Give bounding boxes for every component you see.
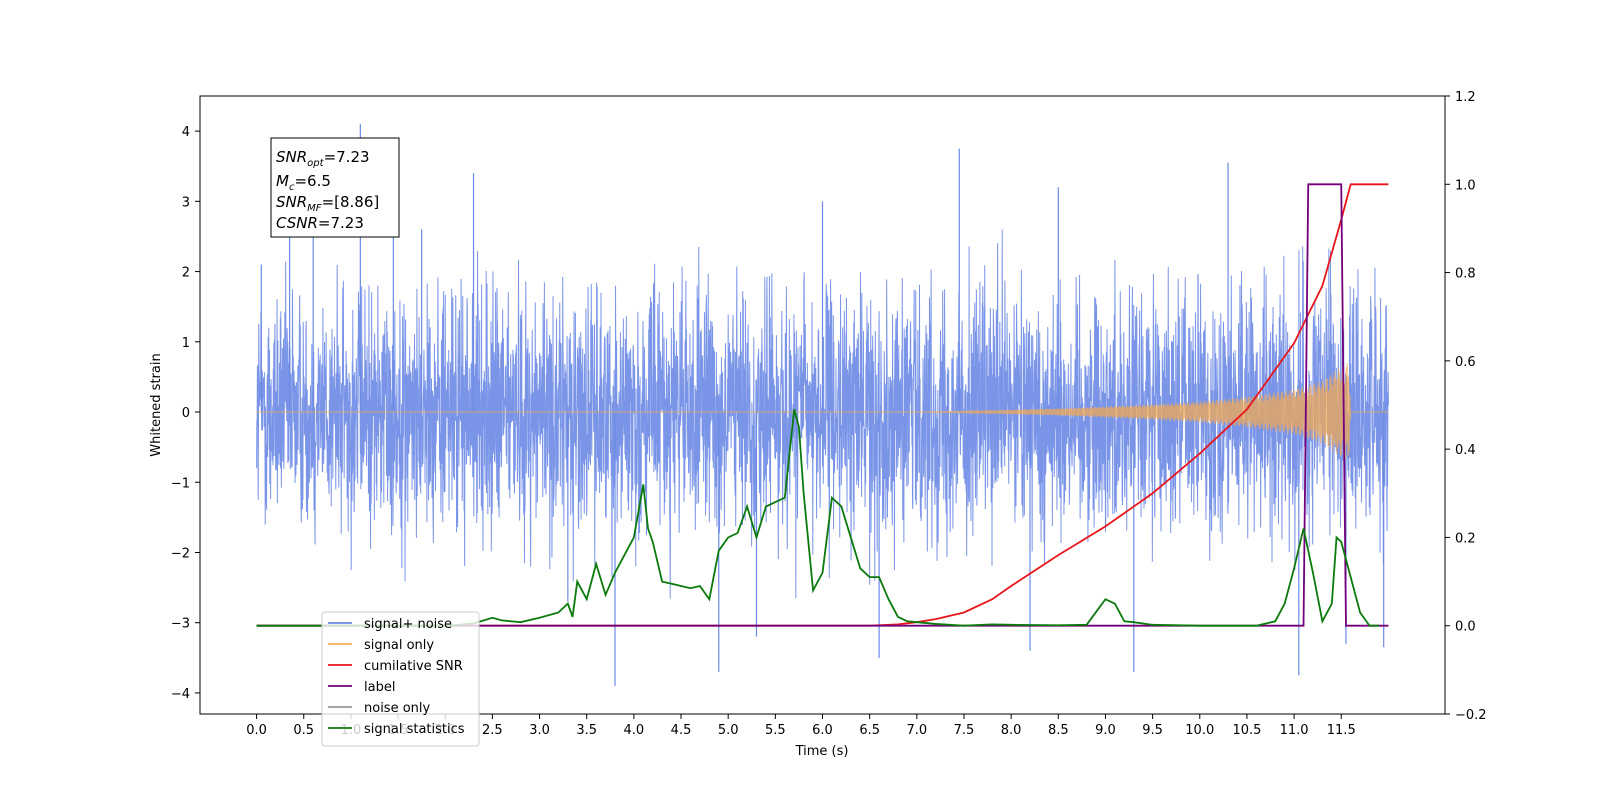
x-tick-label: 11.5	[1327, 723, 1356, 738]
x-tick-label: 4.0	[624, 723, 645, 738]
annotation-snr-opt: SNRopt=7.23	[276, 148, 370, 169]
legend-label-signal-statistics: signal statistics	[364, 722, 465, 737]
x-axis-label: Time (s)	[795, 744, 849, 759]
legend-box	[321, 611, 480, 747]
annotation-box	[270, 137, 400, 238]
y-tick-label-right: 1.2	[1455, 90, 1476, 105]
x-tick-label: 9.5	[1142, 723, 1163, 738]
legend-label-cumilative-snr: cumilative SNR	[364, 659, 463, 674]
y-tick-label-left: −2	[171, 546, 190, 561]
series-layer	[256, 124, 1389, 686]
y-tick-label-left: −3	[171, 617, 190, 632]
x-tick-label: 10.0	[1185, 723, 1214, 738]
x-tick-label: 11.0	[1280, 723, 1309, 738]
x-tick-label: 0.5	[293, 723, 314, 738]
x-tick-label: 7.5	[954, 723, 975, 738]
x-tick-label: 2.5	[482, 723, 503, 738]
x-tick-label: 5.5	[765, 723, 786, 738]
y-tick-label-left: 1	[182, 336, 190, 351]
x-tick-label: 9.0	[1095, 723, 1116, 738]
y-tick-label-left: −4	[171, 687, 190, 702]
legend: signal+ noise signal only cumilative SNR la…	[321, 611, 480, 747]
y-tick-label-right: −0.2	[1455, 708, 1487, 723]
y-tick-label-right: 0.8	[1455, 267, 1476, 282]
y-tick-label-left: −1	[171, 476, 190, 491]
y-axis-label: Whitened strain	[149, 353, 164, 456]
stats-annotation: SNRopt=7.23 Mc=6.5 SNRMF=[8.86] CSNR=7.2…	[270, 137, 400, 238]
legend-label-label: label	[364, 680, 395, 695]
x-tick-label: 4.5	[671, 723, 692, 738]
y-tick-label-right: 0.4	[1455, 443, 1476, 458]
series-label	[256, 183, 1389, 627]
y-tick-label-left: 3	[182, 195, 190, 210]
x-tick-label: 8.0	[1001, 723, 1022, 738]
x-tick-label: 6.5	[859, 723, 880, 738]
y-tick-label-right: 0.2	[1455, 531, 1476, 546]
y-tick-label-right: 0.6	[1455, 355, 1476, 370]
x-tick-label: 3.0	[529, 723, 550, 738]
x-tick-label: 3.5	[576, 723, 597, 738]
series-signal-statistics	[256, 409, 1379, 627]
x-tick-label: 5.0	[718, 723, 739, 738]
annotation-mc: Mc=6.5	[276, 172, 331, 193]
annotation-csnr: CSNR=7.23	[276, 214, 364, 232]
x-tick-label: 6.0	[812, 723, 833, 738]
series-signal-only	[256, 363, 1389, 459]
x-tick-label: 7.0	[906, 723, 927, 738]
x-tick-label: 10.5	[1232, 723, 1261, 738]
y-tick-label-right: 0.0	[1455, 620, 1476, 635]
y-tick-label-left: 2	[182, 266, 190, 281]
x-tick-label: 0.0	[246, 723, 267, 738]
y-tick-label-right: 1.0	[1455, 178, 1476, 193]
y-tick-label-left: 0	[182, 406, 190, 421]
annotation-snr-mf: SNRMF=[8.86]	[276, 193, 379, 214]
legend-label-signal-only: signal only	[364, 638, 434, 653]
x-tick-label: 8.5	[1048, 723, 1069, 738]
legend-label-noise-only: noise only	[364, 701, 431, 716]
y-tick-label-left: 4	[182, 125, 190, 140]
legend-label-signal-noise: signal+ noise	[364, 617, 452, 632]
